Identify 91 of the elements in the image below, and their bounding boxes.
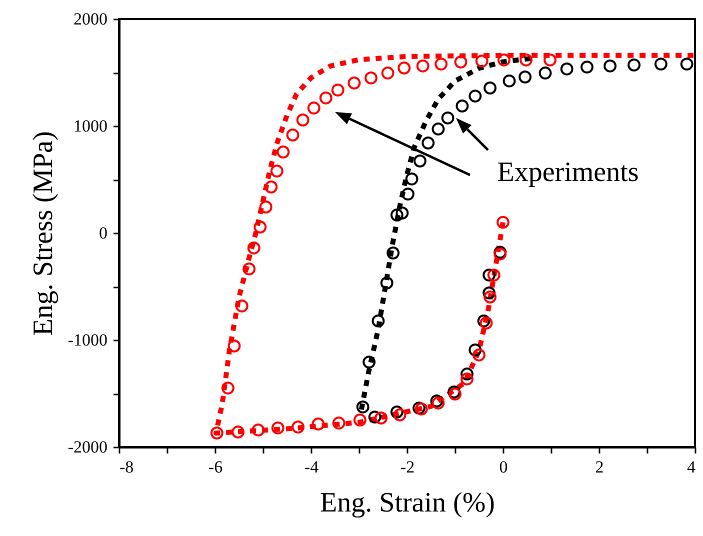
point [232,426,245,438]
point [580,60,594,74]
x-tick-label: -8 [120,458,134,476]
point [484,82,497,94]
point [422,136,435,150]
y-tick-label: 1000 [74,116,108,136]
point [356,400,370,414]
point [560,62,574,76]
point [396,206,409,220]
x-tick-label: -4 [304,458,320,476]
point [477,314,490,328]
point [292,420,305,434]
point [544,54,557,66]
point [307,102,320,114]
point [518,70,532,84]
y-tick-label: -1000 [68,330,108,350]
point [296,114,310,126]
point [242,262,256,276]
point [228,340,241,352]
point [286,128,300,142]
point [390,406,404,418]
x-tick-label: 0 [499,458,508,476]
x-tick-label: 2 [595,458,604,476]
point [604,60,617,72]
point [380,276,394,290]
point [475,54,488,68]
x-tick-label: 4 [687,458,696,476]
point [312,418,325,430]
point [416,60,430,72]
point [372,314,385,328]
point [482,268,496,282]
x-tick-label: -2 [400,458,415,476]
point [456,100,469,112]
point [271,421,284,434]
point [414,402,428,416]
point [460,372,474,386]
point [480,316,493,330]
point [254,220,267,234]
point [332,416,346,430]
x-axis-title: Eng. Strain (%) [320,488,495,518]
point [454,56,468,68]
point [368,410,382,424]
point [412,402,426,415]
point [628,58,641,72]
point [482,286,496,300]
point [538,66,552,80]
point [276,146,290,158]
point [386,246,400,260]
point [654,58,668,71]
point [331,84,344,97]
point [468,90,482,103]
point [496,216,510,229]
point [247,242,260,254]
y-tick-label: 2000 [74,10,108,28]
point [472,348,486,362]
point [484,290,497,304]
point [460,368,474,380]
point [319,92,332,104]
y-tick-label: 0 [99,224,108,242]
point [235,300,248,312]
point [362,356,376,369]
point [432,122,445,136]
point [252,424,265,436]
point [353,414,366,426]
point [487,268,500,282]
x-tick-label: -6 [208,458,223,476]
point [680,58,694,71]
point [210,426,224,440]
point [374,412,388,424]
point [259,200,272,214]
point [441,112,454,124]
point [413,154,426,168]
annotation: Experiments [497,157,639,188]
point [468,343,482,356]
point [520,54,533,66]
point [381,66,394,80]
point [390,208,404,222]
y-axis-title: Eng. Stress (MPa) [28,131,59,336]
point [405,172,418,186]
point [434,58,448,71]
point [348,76,361,90]
point [497,54,510,66]
point [393,408,406,422]
point [264,180,278,194]
point [398,62,411,74]
point [221,382,234,395]
point [502,74,516,88]
point [401,188,414,201]
y-tick-label: -2000 [68,438,108,456]
point [270,164,284,178]
point [364,71,378,84]
